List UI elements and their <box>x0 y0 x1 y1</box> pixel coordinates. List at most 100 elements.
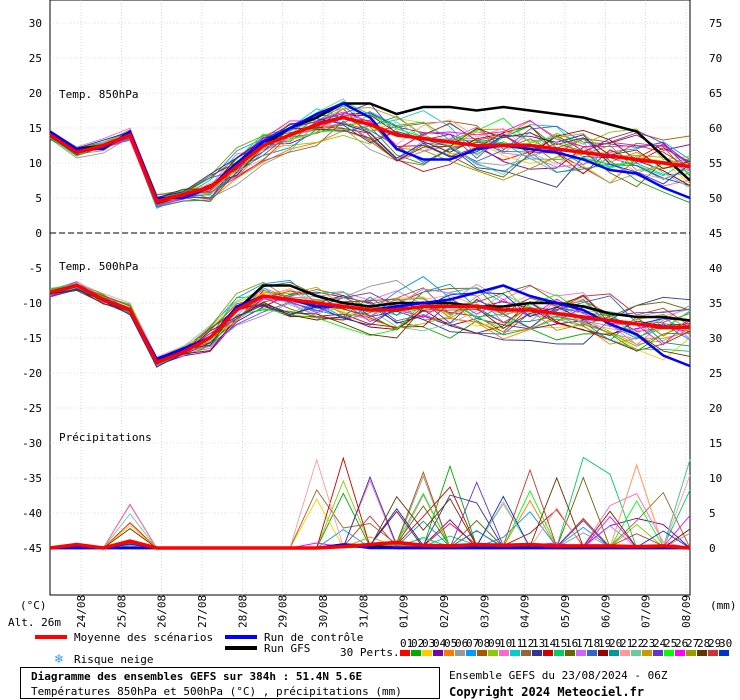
left-tick-label: 5 <box>35 192 42 205</box>
left-tick-label: -25 <box>22 402 42 415</box>
x-tick-label: 04/09 <box>519 595 532 628</box>
panel-label-t500: Temp. 500hPa <box>59 260 138 273</box>
x-tick-label: 27/08 <box>196 595 209 628</box>
member-legend-label: 17 <box>576 637 589 650</box>
legend-perts-label: 30 Perts. <box>340 646 400 659</box>
member-legend-label: 08 <box>477 637 490 650</box>
member-legend-label: 19 <box>598 637 611 650</box>
member-legend-swatch <box>532 650 542 656</box>
member-legend-swatch <box>466 650 476 656</box>
member-legend-label: 10 <box>499 637 512 650</box>
x-tick-label: 05/09 <box>559 595 572 628</box>
series-line-precip <box>49 539 691 550</box>
left-tick-label: -40 <box>22 507 42 520</box>
left-tick-label: -35 <box>22 472 42 485</box>
member-legend-swatch <box>642 650 652 656</box>
member-legend-swatch <box>400 650 410 656</box>
member-legend-swatch <box>719 650 729 656</box>
member-legend-label: 25 <box>664 637 677 650</box>
member-legend-label: 09 <box>488 637 501 650</box>
member-legend-label: 06 <box>455 637 468 650</box>
x-tick-label: 24/08 <box>75 595 88 628</box>
member-legend-label: 02 <box>411 637 424 650</box>
member-legend-swatch <box>686 650 696 656</box>
main-series <box>49 102 691 550</box>
x-tick-label: 03/09 <box>478 595 491 628</box>
member-legend-label: 29 <box>708 637 721 650</box>
series-line-t500 <box>49 283 690 365</box>
right-tick-label: 50 <box>709 192 722 205</box>
left-tick-label: 20 <box>29 87 42 100</box>
member-legend-swatch <box>675 650 685 656</box>
right-tick-label: 45 <box>709 227 722 240</box>
footer-run: Ensemble GEFS du 23/08/2024 - 06Z <box>449 669 668 682</box>
member-legend-swatch <box>444 650 454 656</box>
x-tick-label: 30/08 <box>317 595 330 628</box>
member-legend-swatch <box>631 650 641 656</box>
right-tick-label: 5 <box>709 507 716 520</box>
right-tick-label: 60 <box>709 122 722 135</box>
left-tick-label: -30 <box>22 437 42 450</box>
member-legend-label: 12 <box>521 637 534 650</box>
left-tick-label: 0 <box>35 227 42 240</box>
member-legend-swatch <box>565 650 575 656</box>
member-legend-swatch <box>664 650 674 656</box>
member-legend-label: 27 <box>686 637 699 650</box>
right-tick-label: 35 <box>709 297 722 310</box>
altitude-label: Alt. 26m <box>8 616 61 629</box>
member-legend-swatch <box>543 650 553 656</box>
member-legend-label: 01 <box>400 637 413 650</box>
member-legend-label: 21 <box>620 637 633 650</box>
left-tick-label: 10 <box>29 157 42 170</box>
left-tick-label: 15 <box>29 122 42 135</box>
legend: Moyenne des scénarios Run de contrôle Ru… <box>35 631 732 666</box>
member-legend-label: 28 <box>697 637 710 650</box>
member-legend-swatch <box>433 650 443 656</box>
member-legend-label: 04 <box>433 637 447 650</box>
right-tick-label: 25 <box>709 367 722 380</box>
legend-gfs-label: Run GFS <box>264 642 310 655</box>
x-tick-label: 07/09 <box>640 595 653 628</box>
left-tick-label: -10 <box>22 297 42 310</box>
member-legend-swatch <box>609 650 619 656</box>
member-legend-swatch <box>455 650 465 656</box>
right-tick-label: 70 <box>709 52 722 65</box>
member-legend-swatch <box>708 650 718 656</box>
left-axis-unit: (°C) <box>20 599 47 612</box>
member-legend-swatch <box>477 650 487 656</box>
left-tick-label: -20 <box>22 367 42 380</box>
x-tick-label: 06/09 <box>599 595 612 628</box>
legend-snow-label: Risque neige <box>74 653 153 666</box>
member-line-t850 <box>49 111 691 206</box>
member-legend-swatch <box>510 650 520 656</box>
member-legend-label: 14 <box>543 637 557 650</box>
right-tick-label: 65 <box>709 87 722 100</box>
member-legend-label: 22 <box>631 637 644 650</box>
member-legend-label: 15 <box>554 637 567 650</box>
series-line-t850 <box>49 115 691 204</box>
member-legend-label: 16 <box>565 637 578 650</box>
x-tick-label: 29/08 <box>277 595 290 628</box>
member-legend-label: 05 <box>444 637 457 650</box>
member-legend: 0102030405060708091011121314151617181920… <box>400 637 732 656</box>
footer-title-box: Diagramme des ensembles GEFS sur 384h : … <box>20 667 440 699</box>
left-tick-label: -45 <box>22 542 42 555</box>
member-legend-label: 13 <box>532 637 545 650</box>
member-legend-label: 07 <box>466 637 479 650</box>
member-legend-label: 30 <box>719 637 732 650</box>
right-tick-label: 15 <box>709 437 722 450</box>
member-legend-label: 23 <box>642 637 655 650</box>
member-line-t500 <box>49 288 691 368</box>
right-tick-label: 0 <box>709 542 716 555</box>
member-legend-label: 11 <box>510 637 523 650</box>
x-tick-label: 31/08 <box>357 595 370 628</box>
member-legend-swatch <box>576 650 586 656</box>
member-legend-swatch <box>587 650 597 656</box>
axes: 302520151050-5-10-15-20-25-30-35-40-4575… <box>22 17 722 628</box>
footer-subtitle: Températures 850hPa et 500hPa (°C) , pré… <box>31 685 402 698</box>
right-tick-label: 10 <box>709 472 722 485</box>
left-tick-label: -5 <box>29 262 42 275</box>
right-tick-label: 30 <box>709 332 722 345</box>
x-tick-label: 01/09 <box>398 595 411 628</box>
